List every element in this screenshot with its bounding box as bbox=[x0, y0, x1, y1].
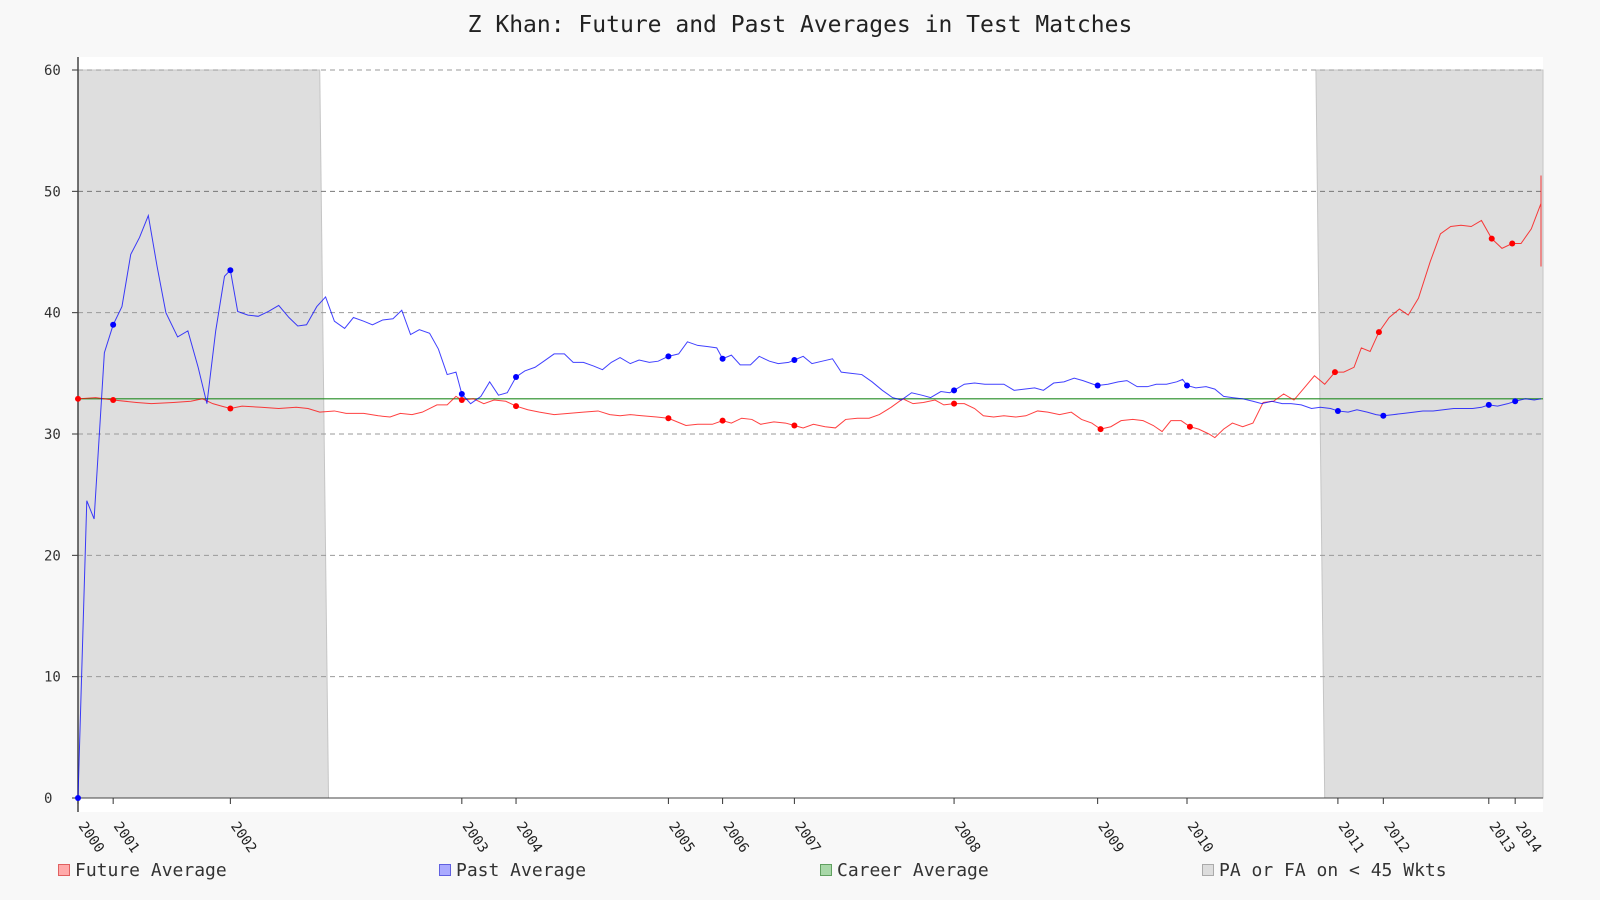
past-year-marker bbox=[1380, 412, 1387, 419]
gridlines bbox=[78, 69, 1543, 678]
x-tick-label-2006: 2006 bbox=[719, 819, 751, 856]
x-tick-label-2000: 2000 bbox=[75, 819, 107, 856]
future-year-marker bbox=[227, 405, 234, 412]
chart-title: Z Khan: Future and Past Averages in Test… bbox=[467, 12, 1133, 38]
legend-swatch-past bbox=[439, 864, 451, 876]
past-year-marker bbox=[1184, 382, 1191, 389]
past-year-marker bbox=[1094, 382, 1101, 389]
x-tick-label-2014: 2014 bbox=[1512, 819, 1544, 856]
x-tick-label-2003: 2003 bbox=[459, 819, 491, 856]
legend-label-future: Future Average bbox=[75, 859, 227, 881]
x-tick-label-2011: 2011 bbox=[1335, 819, 1367, 856]
series-lines bbox=[75, 175, 1542, 801]
future-year-marker bbox=[110, 397, 117, 404]
y-tick-label: 0 bbox=[44, 791, 52, 807]
y-tick-label: 60 bbox=[44, 63, 61, 79]
future-year-marker bbox=[951, 400, 958, 407]
past-year-marker bbox=[1512, 398, 1519, 405]
x-tick-label-2010: 2010 bbox=[1184, 819, 1216, 856]
future-year-marker bbox=[75, 395, 81, 402]
y-tick-label: 50 bbox=[44, 184, 61, 200]
future-year-marker bbox=[1186, 423, 1193, 430]
future-year-marker bbox=[513, 403, 520, 410]
legend-swatch-career bbox=[820, 864, 832, 876]
x-tick-label-2002: 2002 bbox=[227, 819, 259, 856]
legend-swatch-future bbox=[58, 864, 70, 876]
legend-label-career: Career Average bbox=[837, 859, 989, 881]
x-tick-label-2001: 2001 bbox=[110, 819, 142, 856]
x-tick-labels: 2000 2001 2002 2003 2004 2005 2006 2007 2008 2009… bbox=[75, 819, 1545, 856]
legend-label-past: Past Average bbox=[456, 859, 587, 881]
past-year-marker bbox=[665, 353, 672, 360]
past-year-marker bbox=[1485, 401, 1492, 408]
future-year-marker bbox=[791, 422, 798, 429]
past-year-marker bbox=[458, 390, 465, 397]
x-tick-label-2005: 2005 bbox=[665, 819, 697, 856]
x-tick-label-2013: 2013 bbox=[1486, 819, 1518, 856]
past-year-marker bbox=[1334, 407, 1341, 414]
past-year-marker bbox=[110, 321, 117, 328]
legend-item-shade: PA or FA on < 45 Wkts bbox=[1202, 859, 1447, 881]
future-year-marker bbox=[458, 397, 465, 404]
future-year-marker bbox=[1097, 426, 1104, 433]
future-year-marker bbox=[1375, 329, 1382, 336]
future-year-marker bbox=[1331, 369, 1338, 376]
past-year-marker bbox=[227, 267, 234, 274]
x-tick-label-2012: 2012 bbox=[1380, 819, 1412, 856]
y-tick-label: 30 bbox=[44, 427, 61, 443]
y-tick-label: 40 bbox=[44, 306, 61, 322]
legend-label-shade: PA or FA on < 45 Wkts bbox=[1219, 859, 1447, 881]
past-year-marker bbox=[791, 356, 798, 363]
past-average-line bbox=[77, 213, 1542, 799]
future-year-marker bbox=[665, 415, 672, 422]
past-year-marker bbox=[75, 795, 81, 801]
past-year-marker bbox=[951, 387, 958, 394]
x-tick-label-2009: 2009 bbox=[1094, 819, 1126, 856]
future-year-marker bbox=[1509, 240, 1516, 247]
x-tick-label-2004: 2004 bbox=[513, 819, 545, 856]
legend-swatch-shade bbox=[1202, 864, 1214, 876]
legend-item-past: Past Average bbox=[439, 859, 586, 881]
x-tick-label-2008: 2008 bbox=[951, 819, 983, 856]
future-year-marker bbox=[1488, 235, 1495, 242]
x-tick-label-2007: 2007 bbox=[791, 819, 823, 856]
legend-item-future: Future Average bbox=[58, 859, 227, 881]
past-year-marker bbox=[513, 373, 520, 380]
y-tick-label: 20 bbox=[44, 548, 61, 564]
axes: 0 10 20 30 40 50 60 bbox=[44, 57, 1543, 812]
y-tick-label: 10 bbox=[44, 670, 61, 686]
future-year-marker bbox=[719, 417, 726, 424]
legend-item-career: Career Average bbox=[820, 859, 989, 881]
past-year-marker bbox=[719, 355, 726, 362]
